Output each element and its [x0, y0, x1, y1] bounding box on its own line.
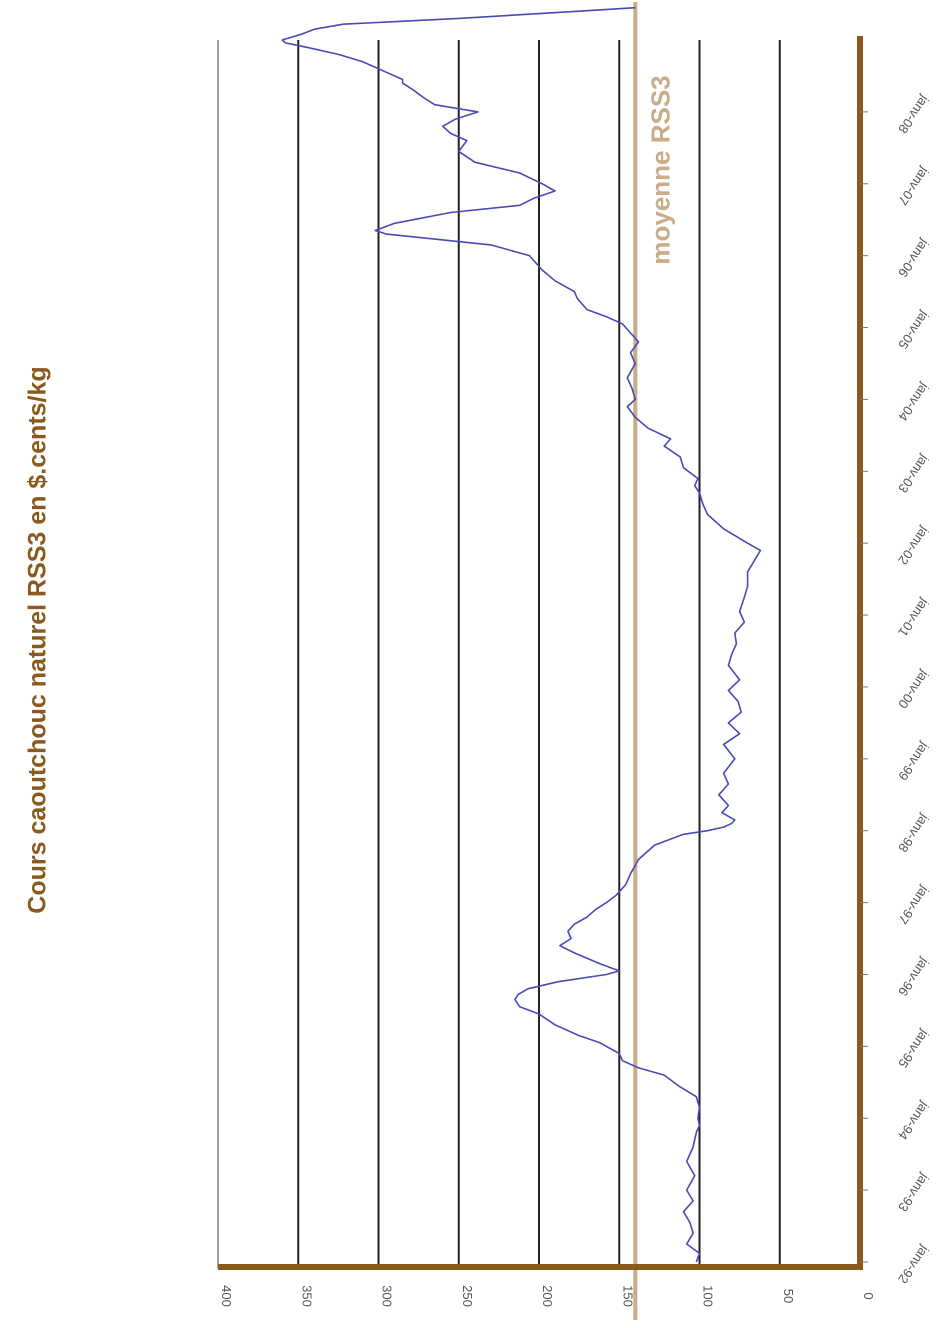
y-tick-300: 300 — [380, 1285, 395, 1307]
x-tick-janv-04: janv-04 — [895, 379, 932, 423]
y-tick-250: 250 — [460, 1285, 475, 1307]
y-tick-150: 150 — [620, 1285, 635, 1307]
y-tick-labels: 0 50 100 150 200 250 300 350 400 — [219, 1285, 876, 1307]
axes — [218, 36, 863, 1270]
average-line-label: moyenne RSS3 — [645, 75, 675, 264]
x-tick-janv-96: janv-96 — [895, 954, 932, 998]
x-tick-janv-05: janv-05 — [895, 308, 932, 352]
x-tick-janv-07: janv-07 — [895, 164, 932, 208]
series-line-0 — [281, 6, 762, 1263]
x-tick-janv-03: janv-03 — [895, 451, 932, 495]
series-layer — [281, 6, 762, 1263]
y-tick-350: 350 — [299, 1285, 314, 1307]
reference-average: moyenne RSS3 — [633, 2, 675, 1320]
y-tick-200: 200 — [540, 1285, 555, 1307]
x-tick-janv-94: janv-94 — [895, 1098, 932, 1142]
x-tick-janv-02: janv-02 — [895, 523, 932, 567]
x-tick-janv-08: janv-08 — [895, 92, 932, 136]
x-tick-janv-06: janv-06 — [895, 236, 932, 280]
y-tick-100: 100 — [701, 1285, 716, 1307]
x-tick-janv-98: janv-98 — [895, 811, 932, 855]
x-tick-labels: janv-92 janv-93 janv-94 janv-95 janv-96 janv-… — [860, 92, 933, 1286]
y-tick-50: 50 — [781, 1289, 796, 1303]
x-tick-janv-93: janv-93 — [895, 1170, 932, 1214]
x-tick-janv-95: janv-95 — [895, 1026, 932, 1070]
x-tick-janv-00: janv-00 — [895, 667, 932, 711]
x-tick-janv-92: janv-92 — [895, 1242, 932, 1286]
x-tick-janv-01: janv-01 — [895, 595, 932, 639]
gridlines — [217, 40, 781, 1268]
x-tick-janv-99: janv-99 — [895, 739, 932, 783]
y-tick-0: 0 — [861, 1292, 876, 1299]
y-tick-400: 400 — [219, 1285, 234, 1307]
x-tick-janv-97: janv-97 — [895, 883, 932, 927]
